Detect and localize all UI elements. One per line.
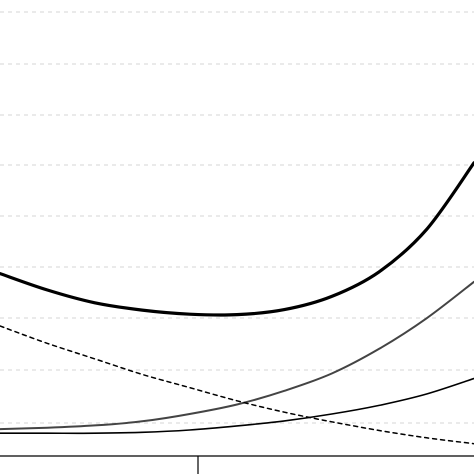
series-lines [0, 161, 474, 445]
gridlines [0, 11, 474, 424]
series-line-4 [0, 325, 474, 445]
series-line-2 [0, 280, 474, 431]
x-axis [0, 455, 474, 474]
series-line-1 [0, 161, 474, 317]
series-line-3 [0, 377, 474, 435]
